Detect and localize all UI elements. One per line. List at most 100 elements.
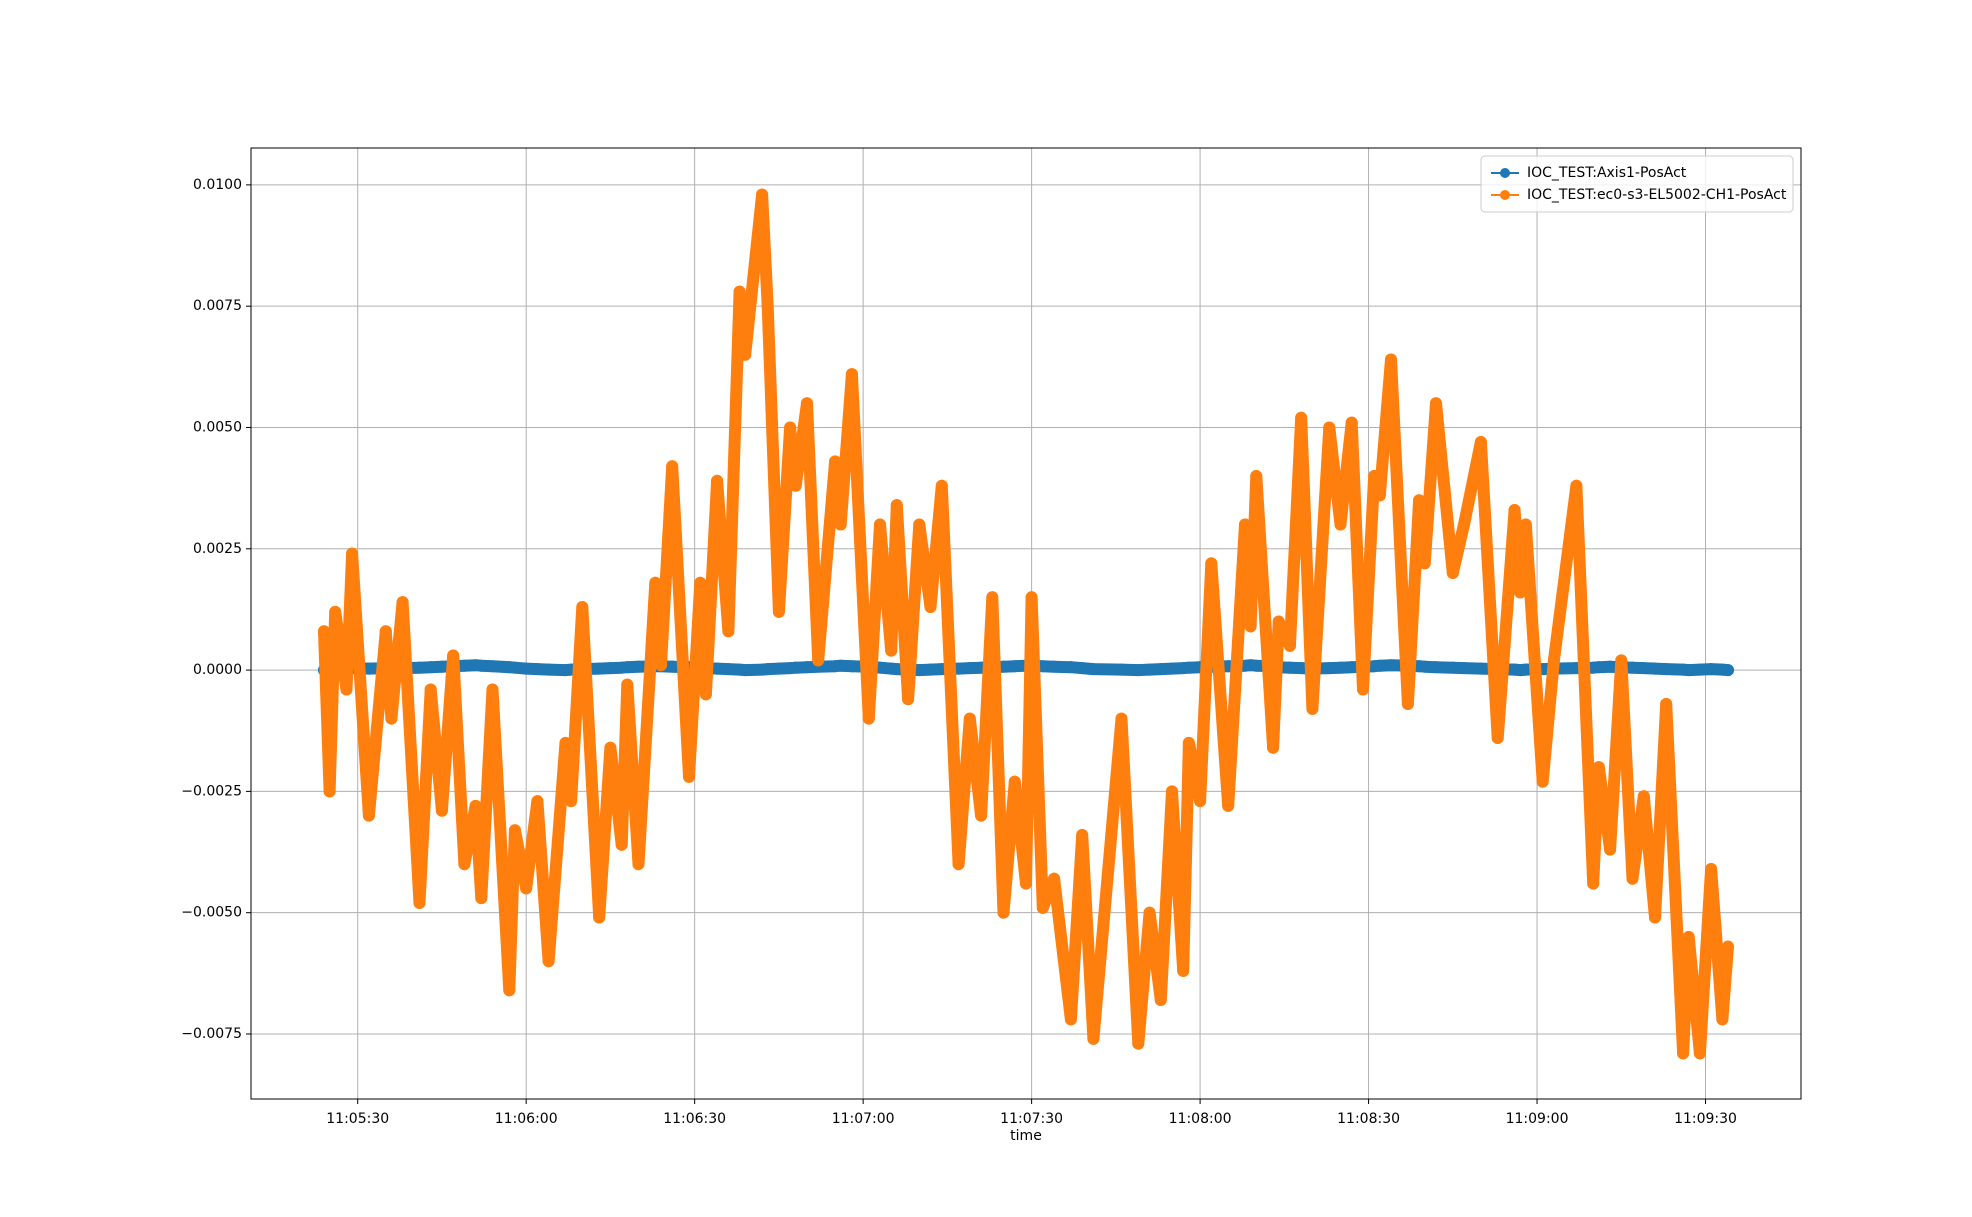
data-point bbox=[1295, 411, 1308, 424]
data-point bbox=[531, 663, 544, 676]
data-point bbox=[963, 712, 976, 725]
data-point bbox=[542, 663, 555, 676]
data-point bbox=[1143, 663, 1156, 676]
data-point bbox=[447, 649, 460, 662]
data-point bbox=[615, 838, 628, 851]
data-point bbox=[475, 892, 488, 905]
data-point bbox=[1356, 683, 1369, 696]
data-point bbox=[508, 824, 521, 837]
data-point bbox=[873, 518, 886, 531]
data-point bbox=[739, 664, 752, 677]
data-point bbox=[756, 188, 769, 201]
data-point bbox=[458, 659, 471, 672]
data-point bbox=[1115, 712, 1128, 725]
x-tick-label: 11:08:30 bbox=[1337, 1111, 1400, 1127]
data-point bbox=[1368, 469, 1381, 482]
data-point bbox=[761, 663, 774, 676]
data-point bbox=[1514, 586, 1527, 599]
data-point bbox=[508, 661, 521, 674]
data-point bbox=[1660, 698, 1673, 711]
data-point bbox=[885, 644, 898, 657]
y-tick-label: −0.0050 bbox=[181, 905, 242, 921]
data-point bbox=[1693, 663, 1706, 676]
data-point bbox=[834, 518, 847, 531]
data-point bbox=[1143, 906, 1156, 919]
data-point bbox=[722, 625, 735, 638]
data-point bbox=[1508, 503, 1521, 516]
data-point bbox=[632, 858, 645, 871]
x-tick-label: 11:06:30 bbox=[663, 1111, 726, 1127]
y-tick-label: −0.0075 bbox=[181, 1026, 242, 1042]
data-point bbox=[1267, 741, 1280, 754]
data-point bbox=[1345, 416, 1358, 429]
data-point bbox=[963, 662, 976, 675]
data-point bbox=[1458, 662, 1471, 675]
data-point bbox=[1418, 660, 1431, 673]
data-point bbox=[1587, 877, 1600, 890]
data-point bbox=[413, 896, 426, 909]
data-point bbox=[800, 661, 813, 674]
data-point bbox=[1239, 518, 1252, 531]
data-point bbox=[346, 547, 359, 560]
data-point bbox=[621, 678, 634, 691]
data-point bbox=[1705, 663, 1718, 676]
data-point bbox=[694, 576, 707, 589]
data-point bbox=[1244, 620, 1257, 633]
data-point bbox=[1615, 654, 1628, 667]
data-point bbox=[1334, 661, 1347, 674]
data-point bbox=[784, 421, 797, 434]
x-tick-label: 11:06:00 bbox=[495, 1111, 558, 1127]
data-point bbox=[1446, 567, 1459, 580]
data-point bbox=[924, 663, 937, 676]
data-point bbox=[935, 479, 948, 492]
data-point bbox=[1154, 994, 1167, 1007]
data-point bbox=[559, 736, 572, 749]
data-point bbox=[1334, 518, 1347, 531]
data-point bbox=[789, 661, 802, 674]
x-tick-label: 11:09:30 bbox=[1674, 1111, 1737, 1127]
data-point bbox=[1637, 790, 1650, 803]
data-point bbox=[542, 955, 555, 968]
data-point bbox=[1373, 489, 1386, 502]
legend-label: IOC_TEST:ec0-s3-EL5002-CH1-PosAct bbox=[1527, 187, 1787, 203]
data-point bbox=[1429, 397, 1442, 410]
y-tick-label: 0.0100 bbox=[193, 177, 242, 193]
data-point bbox=[1626, 661, 1639, 674]
data-point bbox=[424, 683, 437, 696]
data-point bbox=[329, 605, 342, 618]
data-point bbox=[834, 659, 847, 672]
data-point bbox=[913, 518, 926, 531]
data-point bbox=[1604, 660, 1617, 673]
data-point bbox=[1272, 615, 1285, 628]
data-point bbox=[1076, 829, 1089, 842]
series-line bbox=[318, 188, 1734, 1060]
data-point bbox=[576, 601, 589, 614]
data-point bbox=[1721, 664, 1734, 677]
x-tick-label: 11:05:30 bbox=[326, 1111, 389, 1127]
data-point bbox=[1491, 732, 1504, 745]
data-point bbox=[435, 804, 448, 817]
data-point bbox=[621, 661, 634, 674]
data-point bbox=[323, 785, 336, 798]
data-point bbox=[1446, 661, 1459, 674]
data-point bbox=[385, 712, 398, 725]
data-point bbox=[890, 499, 903, 512]
legend-box bbox=[1480, 155, 1794, 213]
legend: IOC_TEST:Axis1-PosAct IOC_TEST:ec0-s3-EL5… bbox=[1480, 155, 1794, 213]
data-point bbox=[654, 659, 667, 672]
data-point bbox=[1648, 662, 1661, 675]
data-point bbox=[649, 576, 662, 589]
data-point bbox=[1177, 964, 1190, 977]
data-point bbox=[1716, 1013, 1729, 1026]
data-point bbox=[1604, 843, 1617, 856]
data-point bbox=[913, 664, 926, 677]
data-point bbox=[1474, 436, 1487, 449]
data-point bbox=[1458, 518, 1471, 531]
data-point bbox=[733, 285, 746, 298]
data-point bbox=[1008, 775, 1021, 788]
data-point bbox=[1064, 661, 1077, 674]
data-point bbox=[1413, 494, 1426, 507]
data-point bbox=[396, 596, 409, 609]
